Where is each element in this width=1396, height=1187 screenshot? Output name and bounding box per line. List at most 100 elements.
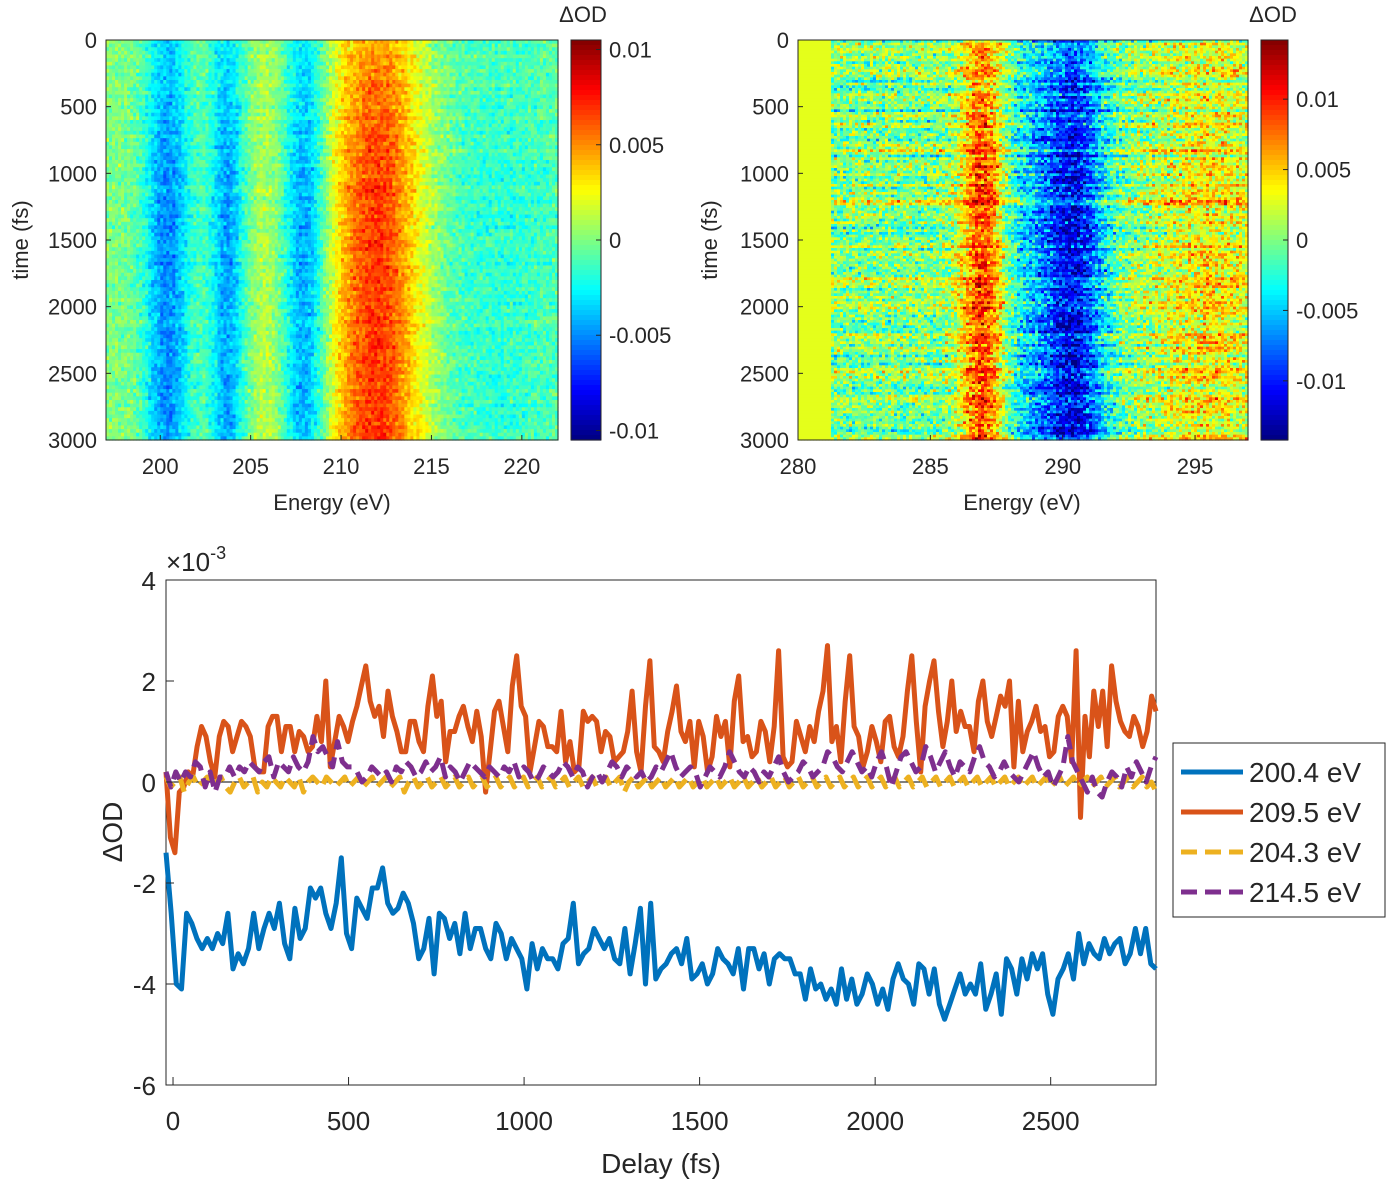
heatmap-cell <box>298 54 303 59</box>
heatmap-cell <box>536 83 541 88</box>
heatmap-cell <box>325 83 330 88</box>
heatmap-cell <box>503 40 508 45</box>
heatmap-cell <box>235 69 240 74</box>
heatmap-cell <box>359 47 363 52</box>
heatmap-cell <box>142 61 146 67</box>
heatmap-cell <box>208 72 213 77</box>
heatmap-cell <box>244 58 249 63</box>
heatmap-cell <box>413 80 417 85</box>
heatmap-cell <box>377 83 381 88</box>
heatmap-cell <box>422 69 427 74</box>
heatmap-cell <box>506 43 511 48</box>
heatmap-cell <box>313 50 318 56</box>
heatmap-cell <box>374 54 378 59</box>
heatmap-cell <box>295 40 300 45</box>
heatmap-cell <box>509 69 514 74</box>
heatmap-cell <box>455 87 460 92</box>
heatmap-cell <box>265 72 270 77</box>
heatmap-cell <box>295 72 300 77</box>
heatmap-cell <box>286 58 291 63</box>
heatmap-cell <box>491 72 496 77</box>
heatmap-cell <box>446 72 451 77</box>
heatmap-cell <box>458 72 463 77</box>
heatmap-cell <box>304 40 309 45</box>
heatmap-cell <box>428 58 433 63</box>
heatmap-cell <box>127 83 131 88</box>
heatmap-cell <box>422 72 427 77</box>
heatmap-cell <box>202 69 207 74</box>
heatmap-cell <box>506 65 511 70</box>
heatmap-cell <box>184 72 188 77</box>
heatmap-cell <box>473 47 478 52</box>
heatmap-cell <box>253 43 258 48</box>
heatmap-cell <box>491 43 496 48</box>
heatmap-cell <box>232 61 237 67</box>
heatmap-cell <box>467 83 472 88</box>
heatmap-cell <box>184 43 188 48</box>
heatmap-cell <box>467 47 472 52</box>
heatmap-cell <box>419 40 423 45</box>
heatmap-cell <box>404 80 408 85</box>
heatmap-cell <box>130 47 134 52</box>
heatmap-cell <box>539 40 544 45</box>
heatmap-cell <box>458 76 463 81</box>
heatmap-cell <box>494 54 499 59</box>
heatmap-cell <box>313 40 318 45</box>
heatmap-cell <box>280 72 285 77</box>
heatmap-cell <box>497 72 502 77</box>
heatmap-cell <box>205 58 210 63</box>
heatmap-cell <box>301 58 306 63</box>
heatmap-cell <box>461 76 466 81</box>
heatmap-cell <box>310 40 315 45</box>
heatmap-cell <box>250 47 255 52</box>
heatmap-cell <box>389 47 393 52</box>
heatmap-cell <box>169 43 173 48</box>
heatmap-cell <box>395 87 399 92</box>
heatmap-cell <box>446 87 451 92</box>
heatmap-cell <box>371 40 375 45</box>
heatmap-cell <box>434 80 439 85</box>
heatmap-cell <box>464 76 469 81</box>
heatmap-cell <box>124 50 128 56</box>
heatmap-cell <box>416 83 420 88</box>
heatmap-cell <box>479 40 484 45</box>
heatmap-cell <box>380 54 384 59</box>
heatmap-cell <box>389 76 393 81</box>
heatmap-cell <box>289 47 294 52</box>
heatmap-cell <box>395 72 399 77</box>
heatmap-cell <box>295 58 300 63</box>
heatmap-cell <box>347 43 351 48</box>
heatmap-cell <box>452 76 457 81</box>
heatmap-cell <box>151 83 155 88</box>
heatmap-cell <box>377 40 381 45</box>
heatmap-cell <box>380 83 384 88</box>
heatmap-cell <box>139 50 143 56</box>
heatmap-cell <box>157 65 161 70</box>
heatmap-cell <box>545 58 550 63</box>
heatmap-cell <box>190 72 194 77</box>
heatmap-cell <box>145 54 149 59</box>
heatmap-cell <box>380 47 384 52</box>
heatmap-cell <box>226 61 231 67</box>
heatmap-cell <box>223 69 228 74</box>
heatmap-cell <box>482 50 487 56</box>
heatmap-cell <box>398 80 402 85</box>
heatmap-cell <box>440 54 445 59</box>
heatmap-cell <box>410 58 414 63</box>
heatmap-cell <box>211 58 216 63</box>
heatmap-cell <box>350 61 354 67</box>
heatmap-cell <box>542 54 547 59</box>
heatmap-cell <box>464 72 469 77</box>
heatmap-cell <box>443 76 448 81</box>
heatmap-cell <box>407 54 411 59</box>
heatmap-cell <box>262 54 267 59</box>
heatmap-cell <box>160 47 164 52</box>
heatmap-cell <box>193 43 197 48</box>
heatmap-cell <box>458 83 463 88</box>
heatmap-cell <box>479 65 484 70</box>
heatmap-cell <box>127 87 131 92</box>
heatmap-cell <box>362 58 366 63</box>
heatmap-cell <box>196 47 201 52</box>
heatmap-cell <box>413 69 417 74</box>
heatmap-cell <box>512 80 517 85</box>
